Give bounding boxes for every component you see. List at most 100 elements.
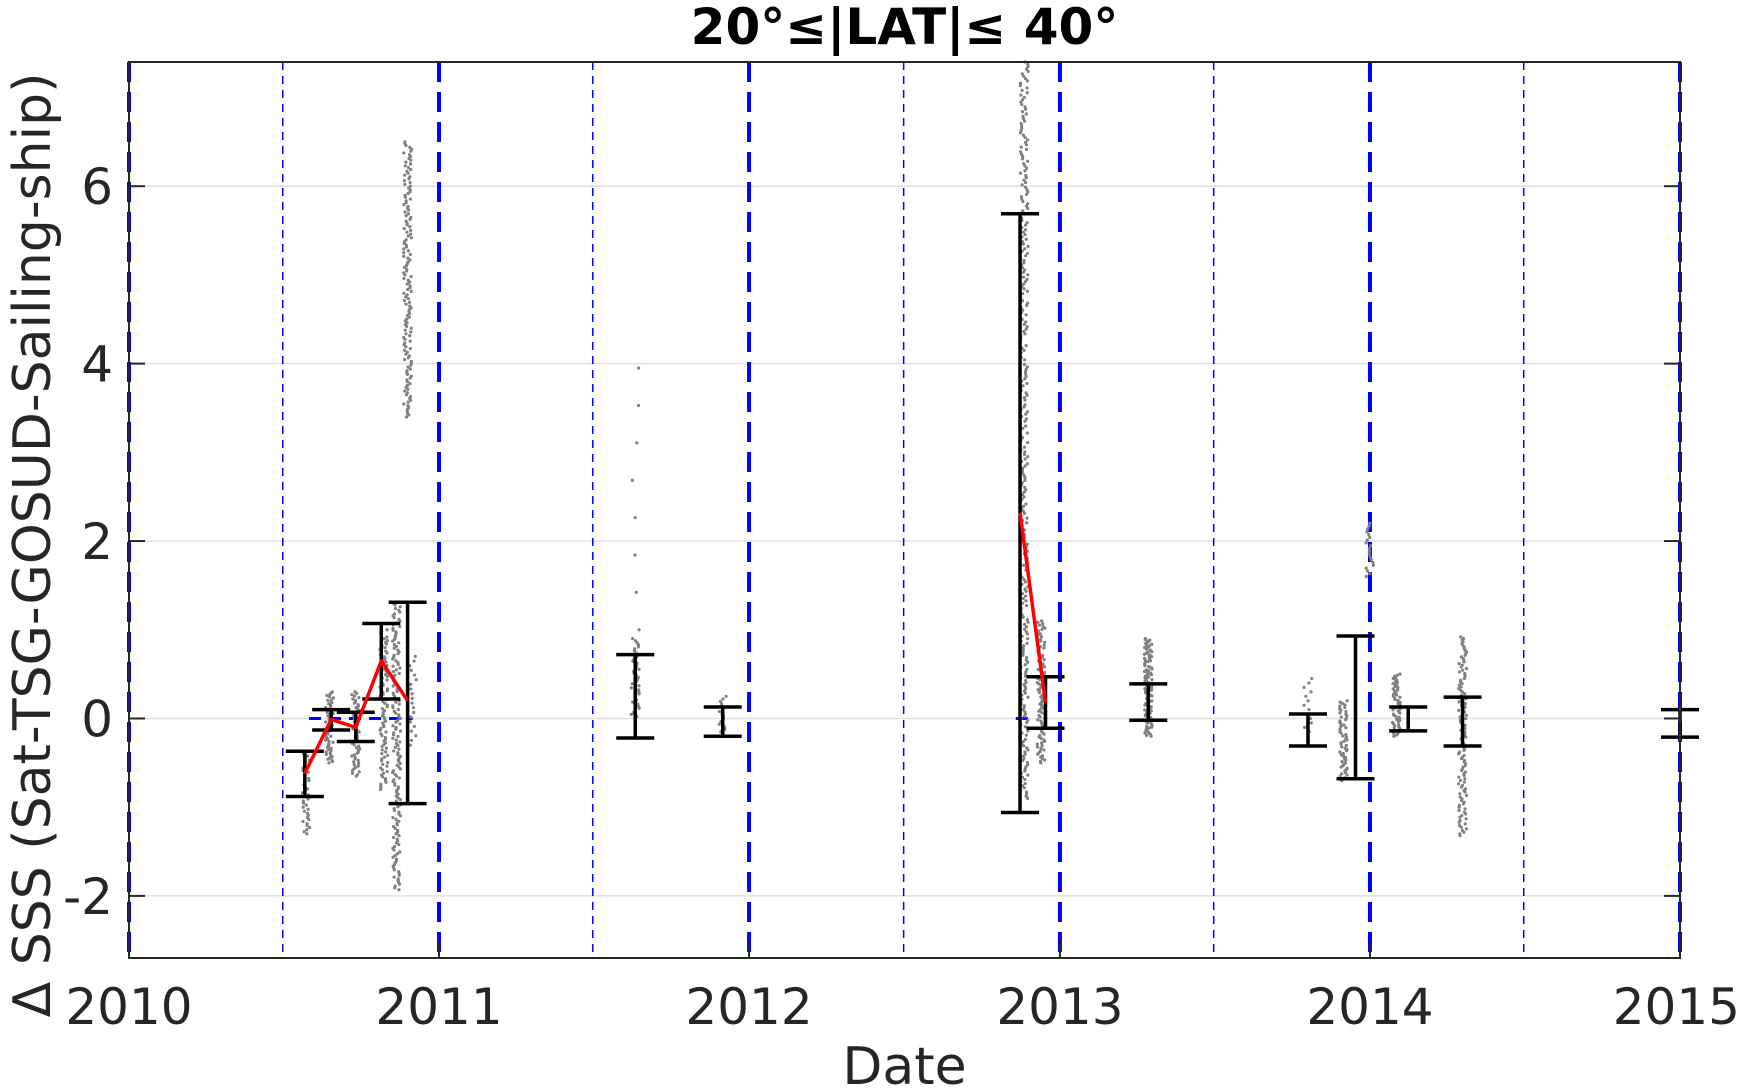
scatter-point: [396, 877, 400, 881]
scatter-point: [403, 389, 407, 393]
scatter-point: [1397, 715, 1401, 719]
scatter-point: [406, 404, 410, 408]
scatter-point: [397, 617, 401, 621]
scatter-point: [1023, 232, 1027, 237]
x-tick-labels: 2010 2011 2012 2013 2014 2015: [65, 978, 1740, 1036]
scatter-point: [1025, 667, 1029, 671]
scatter-point: [397, 713, 401, 717]
scatter-point: [1464, 666, 1469, 671]
x-tick-label: 2014: [1306, 978, 1433, 1036]
y-tick-label: 2: [81, 513, 113, 571]
scatter-point: [1392, 674, 1397, 678]
scatter-point: [1462, 810, 1467, 814]
scatter-point: [629, 712, 633, 716]
scatter-point: [356, 764, 360, 768]
scatter-point: [1023, 587, 1027, 591]
scatter-point: [1025, 618, 1029, 622]
scatter-point: [1038, 637, 1043, 642]
scatter-point: [1371, 563, 1376, 567]
scatter-point: [324, 735, 329, 740]
scatter-point: [352, 763, 356, 767]
scatter-point: [1020, 110, 1025, 114]
scatter-point: [396, 785, 400, 789]
scatter-point: [409, 359, 413, 364]
scatter-point: [1457, 670, 1462, 674]
scatter-point: [392, 806, 396, 811]
scatter-point: [380, 748, 384, 752]
scatter-point: [396, 661, 400, 665]
scatter-point: [1025, 462, 1029, 466]
scatter-point: [1038, 733, 1042, 738]
mean-line-1: [303, 659, 410, 775]
scatter-point: [405, 383, 409, 388]
scatter-point: [1035, 680, 1039, 685]
scatter-point: [1144, 724, 1149, 728]
scatter-point: [302, 830, 306, 834]
scatter-point: [409, 215, 413, 220]
scatter-point: [1041, 625, 1045, 629]
scatter-point: [398, 624, 402, 629]
scatter-point: [330, 690, 334, 694]
scatter-point: [356, 703, 360, 707]
scatter-point: [1020, 88, 1024, 92]
scatter-point: [1035, 742, 1039, 746]
scatter-point: [395, 828, 400, 832]
scatter-point: [403, 328, 407, 332]
scatter-point: [1024, 658, 1028, 662]
scatter-point: [328, 756, 332, 760]
scatter-point: [1021, 275, 1026, 279]
scatter-point: [391, 664, 395, 668]
scatter-point: [404, 302, 408, 306]
scatter-point: [1023, 580, 1027, 584]
scatter-point: [1338, 750, 1342, 754]
scatter-point: [408, 382, 412, 386]
scatter-point: [1462, 753, 1466, 758]
scatter-point: [407, 300, 412, 305]
error-bar: [1336, 634, 1375, 781]
scatter-point: [1021, 651, 1025, 655]
scatter-point: [397, 843, 401, 847]
scatter-point: [1024, 147, 1029, 152]
scatter-point: [1338, 704, 1342, 708]
scatter-point: [1144, 668, 1148, 672]
scatter-point: [325, 710, 329, 714]
scatter-point: [1367, 524, 1371, 528]
scatter-point: [1365, 538, 1369, 542]
scatter-point: [1462, 780, 1466, 784]
scatter-point: [327, 702, 331, 706]
scatter-point: [1142, 656, 1147, 660]
scatter-point: [352, 694, 357, 698]
scatter-point: [1021, 466, 1025, 471]
scatter-point: [408, 184, 412, 188]
scatter-point: [1368, 521, 1372, 525]
scatter-point: [1398, 672, 1402, 676]
scatter-point: [408, 162, 413, 166]
scatter-point: [391, 769, 395, 773]
scatter-point: [1021, 596, 1025, 601]
scatter-point: [403, 164, 407, 168]
scatter-point: [410, 701, 414, 705]
scatter-point: [407, 354, 411, 358]
scatter-point: [1149, 722, 1154, 726]
scatter-point: [1024, 625, 1029, 629]
scatter-point: [329, 699, 333, 704]
scatter-point: [1021, 739, 1026, 744]
scatter-point: [414, 734, 418, 738]
scatter-point: [1342, 723, 1346, 727]
scatter-point: [394, 725, 398, 730]
scatter-point: [1464, 717, 1468, 721]
scatter-point: [402, 226, 406, 231]
scatter-point: [1024, 765, 1028, 769]
scatter-point: [1025, 277, 1029, 282]
scatter-point: [1040, 754, 1045, 758]
scatter-point: [1367, 532, 1371, 537]
scatter-point: [403, 193, 407, 197]
scatter-point: [406, 249, 410, 253]
scatter-point: [1040, 711, 1044, 715]
scatter-point: [1025, 542, 1029, 546]
scatter-point: [1021, 308, 1025, 312]
scatter-point: [391, 736, 395, 740]
scatter-point: [1025, 431, 1029, 435]
scatter-point: [397, 671, 401, 676]
